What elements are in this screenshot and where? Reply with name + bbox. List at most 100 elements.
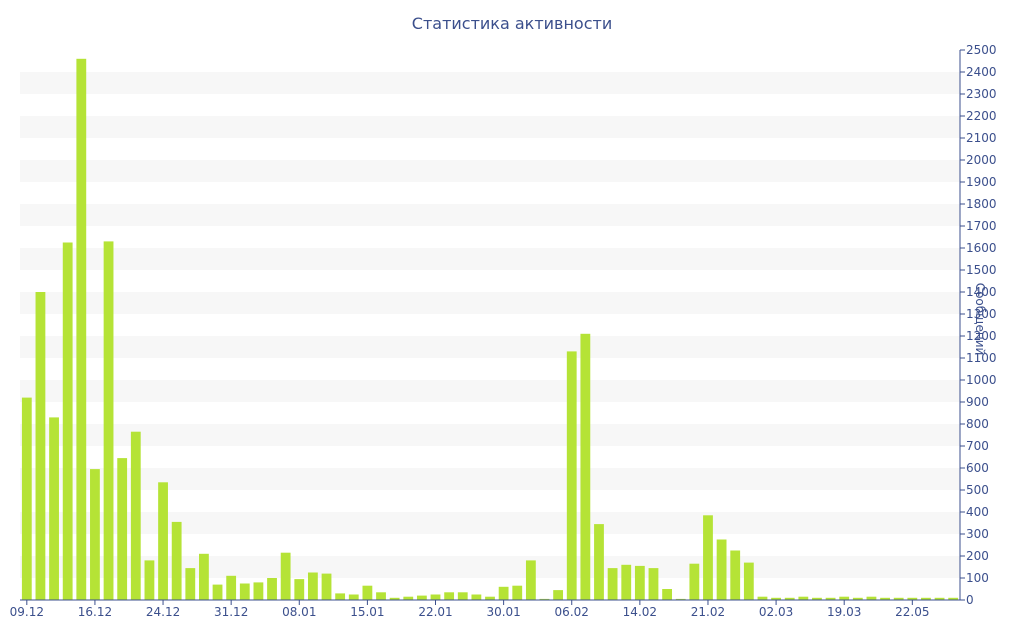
bar[interactable] (362, 585, 373, 600)
x-tick-label: 22.05 (895, 605, 929, 619)
bar[interactable] (784, 597, 795, 600)
bar[interactable] (280, 552, 291, 600)
bar[interactable] (294, 579, 305, 600)
bar[interactable] (553, 590, 564, 600)
bar[interactable] (607, 568, 618, 600)
bar[interactable] (185, 568, 196, 600)
bar[interactable] (457, 592, 468, 600)
grid-bands (20, 72, 960, 578)
bar[interactable] (130, 431, 141, 600)
bar[interactable] (430, 594, 441, 601)
x-tick-label: 06.02 (555, 605, 589, 619)
bar[interactable] (117, 458, 128, 600)
bar[interactable] (76, 58, 87, 601)
x-tick-label: 31.12 (214, 605, 248, 619)
y-tick-label: 600 (966, 461, 989, 475)
bar[interactable] (485, 596, 495, 600)
grid-band (20, 160, 960, 182)
x-tick-label: 16.12 (78, 605, 112, 619)
bar[interactable] (103, 241, 114, 600)
bar[interactable] (158, 482, 168, 600)
bar[interactable] (307, 572, 318, 601)
bar[interactable] (689, 563, 700, 600)
y-tick-label: 1200 (966, 329, 997, 343)
y-tick-label: 700 (966, 439, 989, 453)
bar[interactable] (703, 515, 713, 600)
grid-band (20, 512, 960, 534)
bar[interactable] (907, 597, 918, 600)
bar[interactable] (621, 564, 632, 600)
grid-band (20, 72, 960, 94)
y-tick-label: 1000 (966, 373, 997, 387)
chart-title: Статистика активности (411, 14, 613, 33)
bar[interactable] (376, 592, 386, 600)
bar[interactable] (839, 596, 850, 600)
x-tick-label: 09.12 (10, 605, 44, 619)
bar[interactable] (199, 553, 209, 600)
grid-band (20, 468, 960, 490)
bar[interactable] (757, 596, 768, 600)
bar[interactable] (171, 521, 182, 600)
bar[interactable] (49, 417, 59, 600)
bar[interactable] (212, 584, 223, 600)
bar[interactable] (893, 597, 904, 600)
bar[interactable] (62, 242, 73, 601)
bar[interactable] (90, 469, 100, 600)
bar[interactable] (730, 550, 741, 601)
bar[interactable] (335, 593, 346, 600)
bar[interactable] (580, 333, 591, 600)
bar[interactable] (525, 560, 536, 600)
y-tick-label: 2300 (966, 87, 997, 101)
bar[interactable] (144, 560, 155, 600)
x-tick-label: 24.12 (146, 605, 180, 619)
bar[interactable] (416, 595, 427, 600)
bar[interactable] (566, 351, 577, 600)
x-tick-label: 14.02 (623, 605, 657, 619)
bar[interactable] (403, 596, 414, 600)
bar[interactable] (21, 397, 32, 600)
y-tick-label: 2200 (966, 109, 997, 123)
y-tick-label: 1800 (966, 197, 997, 211)
bar[interactable] (471, 594, 482, 601)
bar[interactable] (743, 562, 754, 600)
bar[interactable] (348, 594, 359, 601)
bar[interactable] (389, 597, 400, 600)
bar[interactable] (444, 592, 455, 600)
bar[interactable] (880, 597, 890, 600)
bar[interactable] (852, 597, 863, 600)
bar[interactable] (921, 597, 931, 600)
bar[interactable] (716, 539, 727, 601)
bar[interactable] (634, 565, 645, 600)
bar[interactable] (539, 598, 550, 600)
bar[interactable] (512, 585, 523, 600)
grid-band (20, 292, 960, 314)
bar[interactable] (321, 573, 332, 600)
y-tick-label: 100 (966, 571, 989, 585)
x-tick-label: 08.01 (282, 605, 316, 619)
bar[interactable] (825, 597, 836, 600)
grid-band (20, 248, 960, 270)
bar[interactable] (675, 598, 686, 600)
bar[interactable] (267, 578, 277, 600)
grid-band (20, 204, 960, 226)
bar[interactable] (239, 583, 250, 601)
bar[interactable] (648, 568, 659, 600)
x-tick-label: 19.03 (827, 605, 861, 619)
y-axis-label: Сообщений (973, 282, 987, 356)
bar[interactable] (934, 597, 945, 600)
bar[interactable] (771, 597, 781, 600)
bar[interactable] (498, 586, 509, 600)
bar[interactable] (594, 524, 604, 600)
bar[interactable] (866, 596, 877, 600)
bar[interactable] (662, 589, 673, 600)
bars (21, 58, 959, 601)
bar[interactable] (253, 582, 264, 600)
bar[interactable] (948, 597, 959, 600)
bar[interactable] (35, 292, 46, 600)
y-tick-label: 2400 (966, 65, 997, 79)
grid-band (20, 336, 960, 358)
y-tick-label: 2000 (966, 153, 997, 167)
bar[interactable] (798, 596, 809, 600)
bar[interactable] (226, 575, 237, 600)
bar[interactable] (812, 597, 822, 600)
